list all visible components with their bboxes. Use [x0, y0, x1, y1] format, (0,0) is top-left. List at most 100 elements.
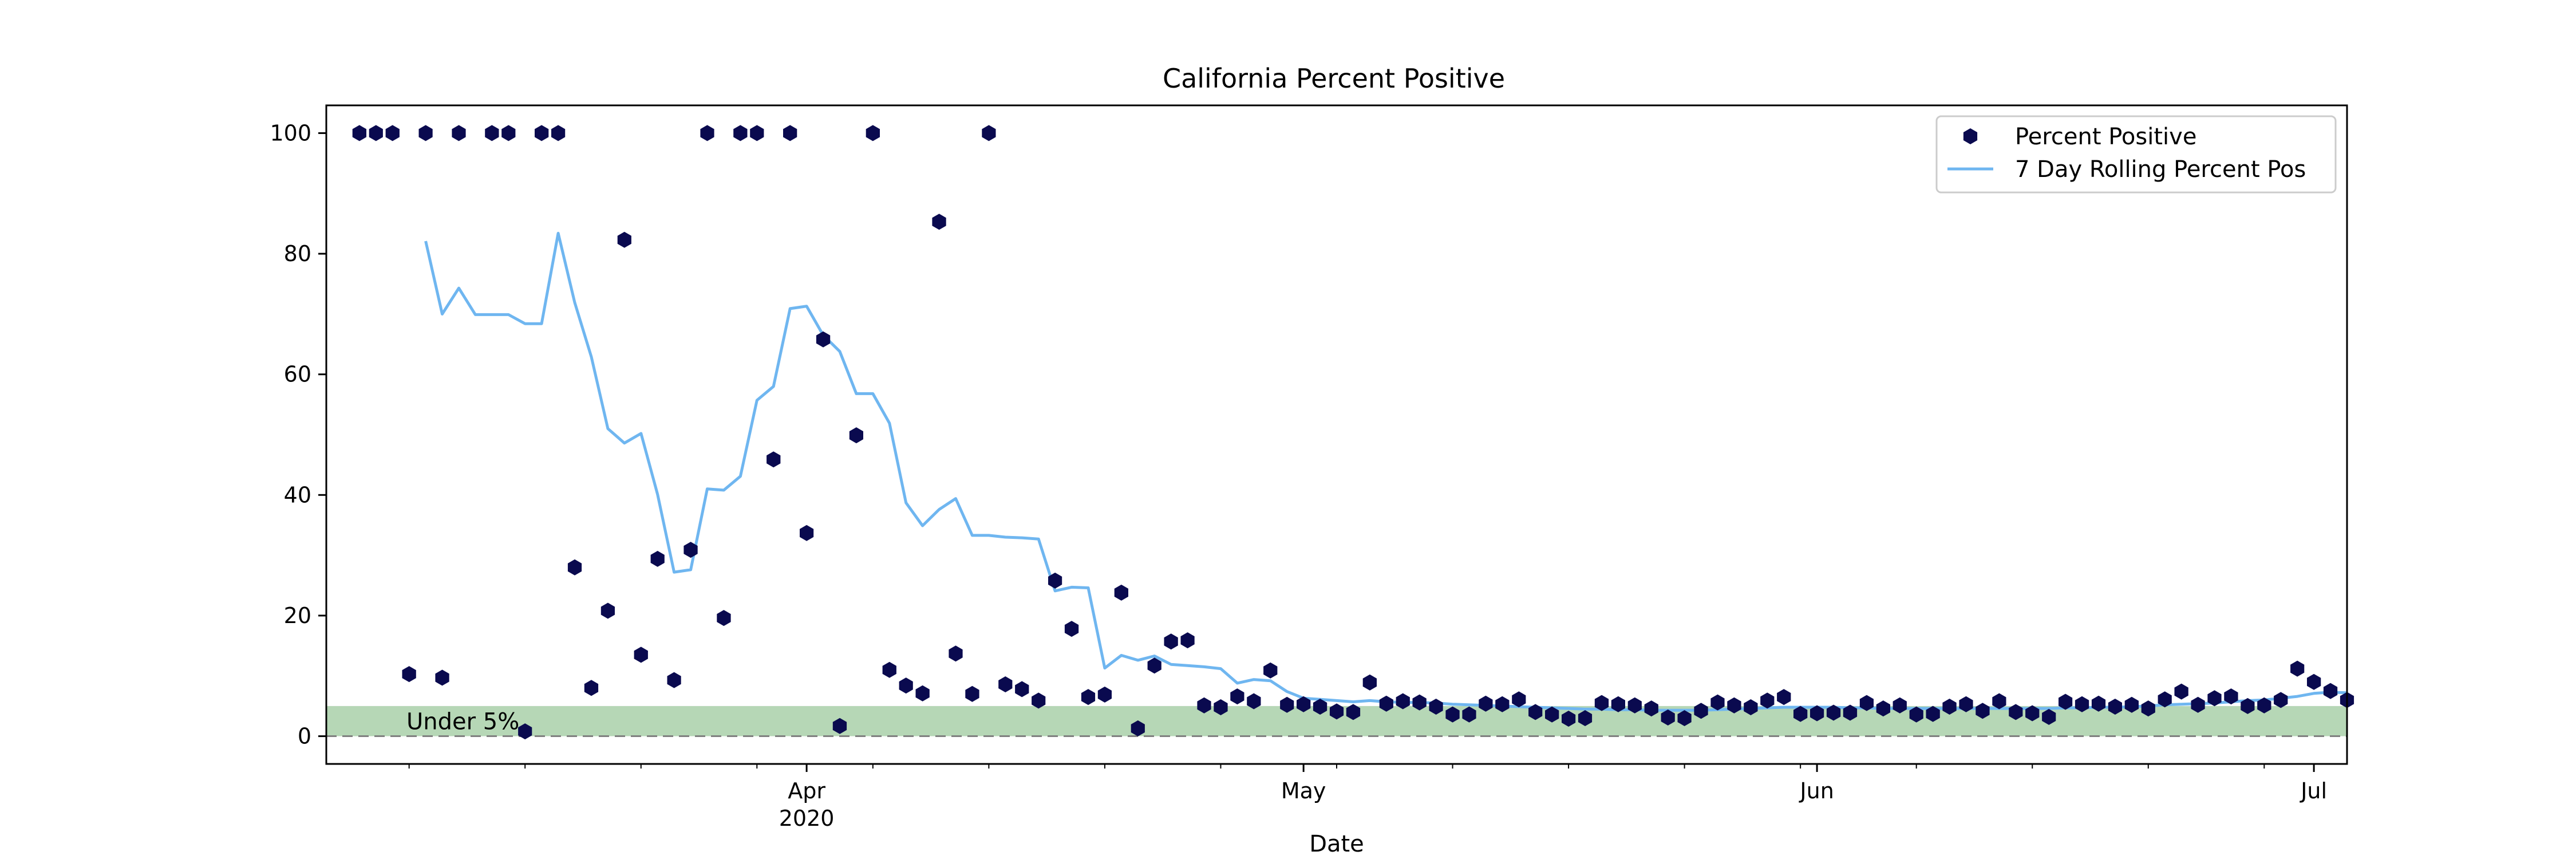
y-tick-label: 40	[284, 482, 311, 507]
data-point	[1396, 693, 1410, 710]
x-tick-label: Apr	[788, 778, 825, 803]
data-point	[2009, 704, 2023, 720]
data-point	[2257, 697, 2271, 714]
data-point	[717, 610, 731, 626]
data-point	[1760, 692, 1775, 709]
data-point	[551, 125, 566, 141]
data-point	[1793, 706, 1808, 722]
data-point	[1462, 706, 1476, 723]
data-point	[932, 214, 946, 230]
data-point	[1859, 695, 1874, 711]
data-point	[1064, 621, 1079, 637]
data-point	[1263, 662, 1278, 679]
data-point	[2124, 696, 2139, 713]
legend-label-rolling: 7 Day Rolling Percent Pos	[2015, 156, 2306, 183]
data-point	[501, 125, 516, 141]
data-point	[402, 666, 416, 683]
chart-title: California Percent Positive	[1163, 63, 1505, 94]
data-point	[2191, 696, 2205, 713]
data-point	[2174, 683, 2188, 700]
legend: Percent Positive 7 Day Rolling Percent P…	[1935, 115, 2337, 194]
data-point	[1644, 700, 1658, 717]
data-point	[965, 685, 979, 702]
data-point	[1329, 703, 1344, 720]
legend-marker-percent-positive	[1963, 128, 1978, 144]
data-point	[567, 559, 582, 576]
data-point	[1959, 696, 1973, 712]
data-point	[998, 676, 1013, 692]
plot-frame	[325, 104, 2348, 765]
data-point	[1594, 695, 1609, 711]
y-tick-label: 20	[284, 603, 311, 628]
data-point	[2323, 683, 2338, 699]
data-point	[1992, 693, 2006, 710]
data-point	[1164, 633, 1178, 650]
data-point	[982, 125, 996, 141]
legend-label-percent-positive: Percent Positive	[2015, 124, 2196, 150]
data-point	[1081, 689, 1096, 706]
data-point	[866, 125, 880, 141]
data-point	[1147, 657, 1161, 674]
data-point	[882, 661, 896, 678]
data-point	[1114, 584, 1128, 601]
data-point	[2042, 708, 2056, 725]
x-axis-label: Date	[1309, 831, 1364, 857]
data-point	[733, 125, 748, 141]
data-point	[634, 647, 648, 663]
data-point	[2025, 705, 2040, 722]
data-point	[1744, 699, 1758, 715]
data-point	[832, 718, 847, 734]
x-tick-label: May	[1281, 778, 1326, 803]
rolling-line	[424, 231, 2348, 712]
data-point	[518, 723, 532, 740]
data-point	[584, 680, 599, 696]
data-point	[617, 231, 631, 248]
data-point	[750, 125, 764, 141]
x-tick-sublabel: 2020	[779, 806, 835, 831]
data-point	[435, 669, 449, 686]
data-point	[385, 125, 400, 141]
data-point	[1512, 691, 1526, 708]
data-point	[1362, 674, 1377, 691]
data-point	[1810, 705, 1824, 722]
data-point	[683, 542, 698, 558]
y-tick-label: 0	[298, 724, 311, 749]
data-point	[816, 331, 831, 348]
data-point	[1346, 704, 1361, 720]
y-tick-label: 100	[270, 120, 311, 145]
data-point	[2224, 688, 2238, 705]
data-point	[2141, 700, 2155, 717]
data-point	[1545, 706, 1559, 723]
data-point	[418, 125, 433, 141]
data-point	[1131, 720, 1145, 736]
data-point	[2091, 695, 2106, 712]
data-point	[667, 672, 681, 688]
data-point	[1710, 694, 1725, 711]
data-point	[2059, 693, 2073, 710]
data-point	[783, 125, 797, 141]
data-point	[1909, 706, 1923, 723]
y-tick-label: 60	[284, 362, 311, 387]
data-point	[1893, 697, 1907, 714]
data-point	[1876, 700, 1890, 717]
data-point	[1429, 699, 1443, 715]
data-point	[1445, 706, 1460, 723]
data-point	[1495, 696, 1510, 712]
data-point	[767, 451, 781, 468]
data-point	[1280, 696, 1294, 713]
data-point	[2307, 673, 2321, 690]
data-point	[1942, 699, 1957, 715]
data-point	[1197, 697, 1211, 714]
legend-box	[1935, 115, 2337, 194]
data-point	[1661, 709, 1675, 726]
data-point	[1578, 710, 1593, 726]
data-point	[1180, 632, 1195, 649]
data-point	[849, 427, 863, 444]
data-point	[1230, 688, 1244, 705]
data-point	[2158, 691, 2172, 708]
y-tick-label: 80	[284, 241, 311, 266]
x-tick-label: Jun	[1799, 778, 1834, 803]
data-point	[2241, 698, 2255, 714]
data-point	[2108, 699, 2122, 715]
